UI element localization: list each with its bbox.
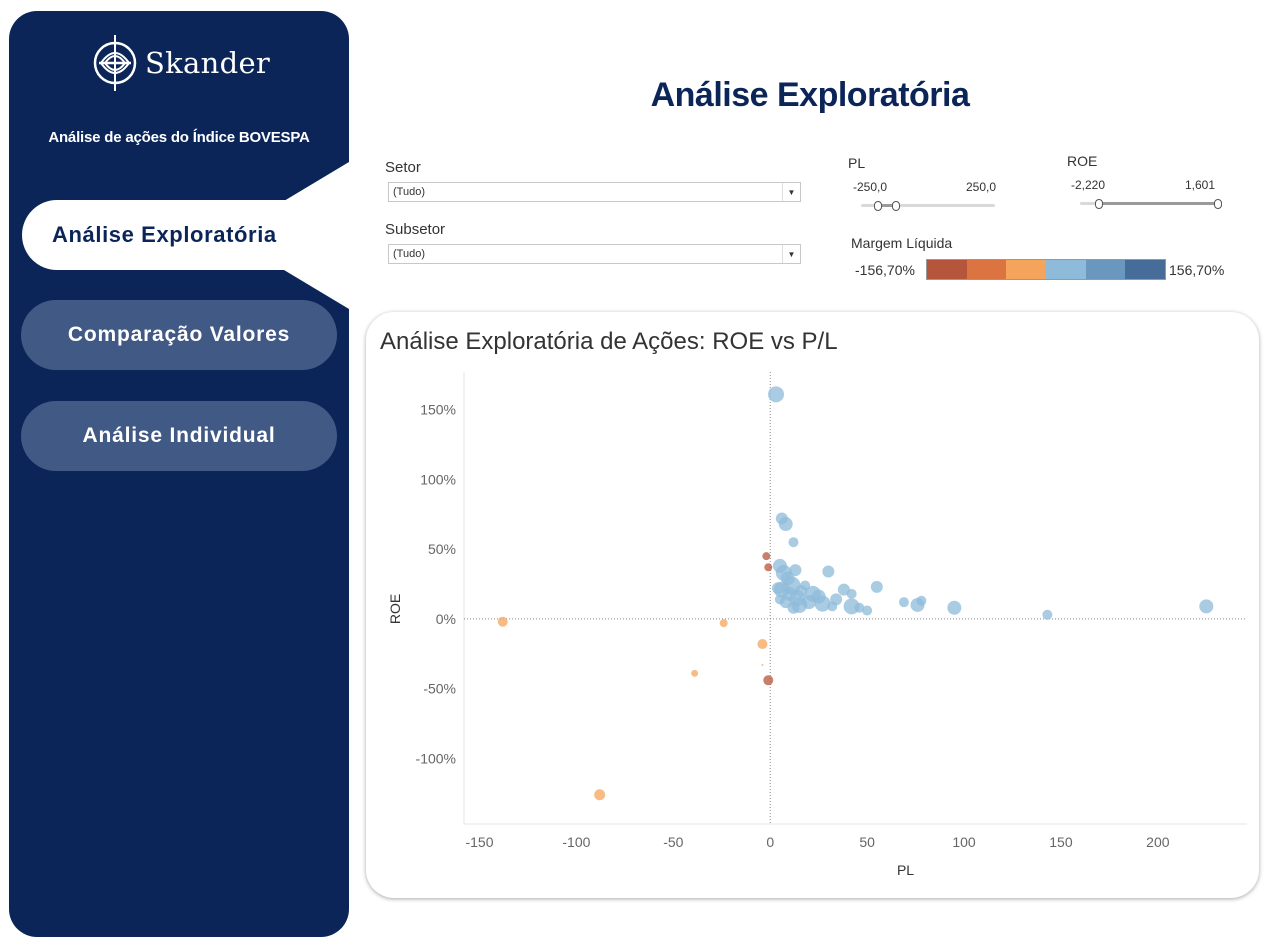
setor-dropdown[interactable]: (Tudo) ▼ [388,182,801,202]
data-point [764,563,773,572]
legend-swatch [1125,260,1166,279]
x-tick-label: 150 [1049,834,1073,850]
data-point [497,616,508,627]
chart-title: Análise Exploratória de Ações: ROE vs P/… [380,328,838,355]
data-point [822,565,835,578]
subsetor-label: Subsetor [385,221,446,238]
data-point [761,663,764,666]
data-point [778,517,793,532]
y-tick-label: 50% [428,541,456,557]
nav-item-analise-individual[interactable]: Análise Individual [21,401,337,471]
legend-swatch [1085,260,1126,279]
data-point [1042,609,1053,620]
nav-active-wedge [284,159,349,201]
nav-item-analise-exploratoria[interactable]: Análise Exploratória [22,200,349,270]
data-point [757,639,768,650]
y-tick-label: -50% [423,681,456,697]
pl-slider-max-handle[interactable] [892,201,900,211]
legend-swatch [927,260,967,279]
data-point [594,789,606,801]
brand-subtitle: Análise de ações do Índice BOVESPA [48,129,310,146]
data-point [916,595,927,606]
data-point [789,564,802,577]
roe-min-value: -2,220 [1071,178,1106,192]
chevron-down-icon[interactable]: ▼ [782,183,800,201]
margem-max-value: 156,70% [1169,262,1225,278]
roe-slider-max-handle[interactable] [1214,199,1222,209]
page-title: Análise Exploratória [650,76,970,114]
subsetor-value: (Tudo) [393,248,425,260]
legend-swatch [1006,260,1047,279]
data-point [788,537,799,548]
legend-swatch [966,260,1007,279]
x-tick-label: 200 [1146,834,1170,850]
data-point [719,619,728,628]
sidebar: Skander Análise de ações do Índice BOVES… [9,11,349,937]
x-tick-label: 100 [952,834,976,850]
margem-color-legend [926,259,1166,280]
brand-logo: Skander [91,33,291,93]
setor-value: (Tudo) [393,186,425,198]
pl-min-value: -250,0 [853,180,888,194]
y-axis-title: ROE [387,594,403,624]
chevron-down-icon[interactable]: ▼ [782,245,800,263]
pl-slider-fill [879,204,897,207]
compass-logo-icon [93,35,137,91]
data-point [768,386,785,403]
pl-slider-track[interactable] [861,204,995,207]
roe-slider-fill [1099,202,1218,205]
y-tick-label: 100% [420,471,456,487]
data-point [814,595,831,612]
x-tick-label: 0 [766,834,774,850]
roe-max-value: 1,601 [1185,178,1216,192]
pl-max-value: 250,0 [966,180,997,194]
data-point [854,602,865,613]
x-tick-label: 50 [859,834,875,850]
data-point [846,588,857,599]
x-tick-label: -150 [465,834,493,850]
y-tick-label: -100% [416,750,456,766]
y-tick-label: 150% [420,402,456,418]
data-point [762,552,771,561]
data-point [763,675,774,686]
x-tick-label: -100 [562,834,590,850]
scatter-chart[interactable]: -150 -100 -50 0 50 100 150 200 150% 100% 50% 0% -50%… [366,312,1259,898]
data-point [947,600,962,615]
scatter-chart-card: Análise Exploratória de Ações: ROE vs P/… [366,312,1259,898]
brand-name: Skander [145,46,271,80]
data-point [787,601,800,614]
data-point [774,594,785,605]
data-point [830,593,843,606]
data-point [862,605,873,616]
legend-swatch [1046,260,1086,279]
data-point [691,669,699,677]
data-point [870,580,883,593]
setor-label: Setor [385,159,421,176]
nav-item-comparacao-valores[interactable]: Comparação Valores [21,300,337,370]
roe-filter-label: ROE [1067,153,1098,169]
subsetor-dropdown[interactable]: (Tudo) ▼ [388,244,801,264]
x-tick-label: -50 [663,834,683,850]
data-point [771,582,784,595]
data-point [1199,599,1214,614]
pl-slider-min-handle[interactable] [874,201,882,211]
roe-slider-min-handle[interactable] [1095,199,1103,209]
pl-filter-label: PL [848,155,866,171]
y-tick-label: 0% [436,611,456,627]
data-point [898,597,909,608]
margem-liquida-label: Margem Líquida [851,235,953,251]
margem-min-value: -156,70% [855,262,915,278]
x-axis-title: PL [897,862,914,878]
